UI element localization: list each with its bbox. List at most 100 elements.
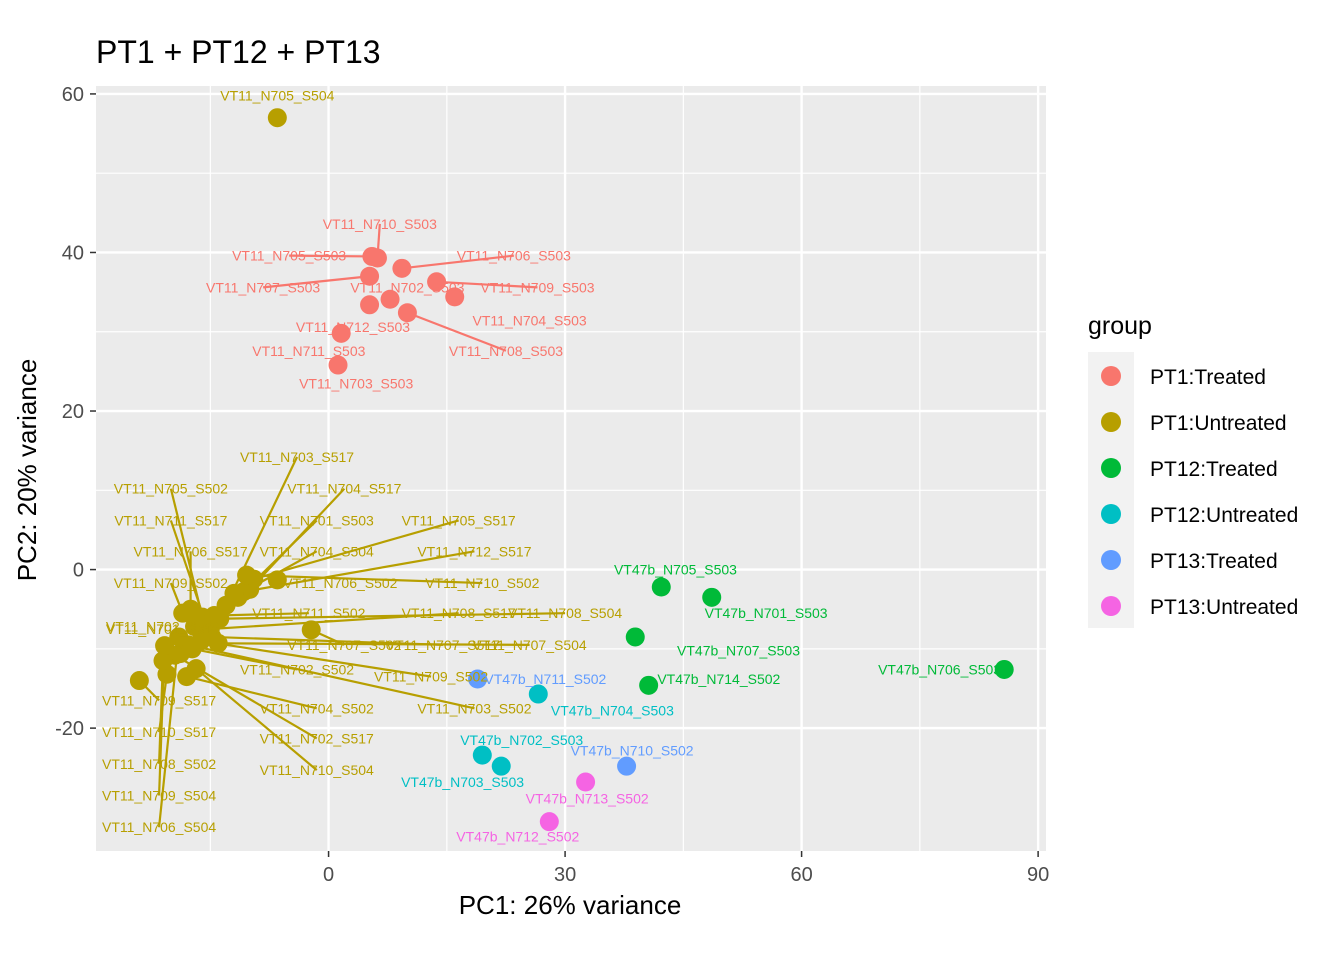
x-axis-title: PC1: 26% variance xyxy=(459,890,682,920)
point-vt11-n705-s503 xyxy=(362,246,382,266)
y-tick-label: 0 xyxy=(73,560,84,582)
point-vt11-n709-s517 xyxy=(129,671,149,691)
point-label-vt11-n709-s504: VT11_N709_S504 xyxy=(102,788,216,804)
point-label-vt11-n703-s502: VT11_N703_S502 xyxy=(417,700,531,716)
point-label-vt11-n711-s502: VT11_N711_S502 xyxy=(252,605,365,621)
point-label-vt11-n706-s503: VT11_N706_S503 xyxy=(457,248,571,264)
point-label-vt11-n705-s517: VT11_N705_S517 xyxy=(402,512,516,528)
point-label-vt11-n711-s503: VT11_N711_S503 xyxy=(252,343,365,359)
point-vt11-n708-s503 xyxy=(397,303,417,323)
legend-key-pt1-treated xyxy=(1101,366,1121,386)
point-label-vt47b-n702-s503: VT47b_N702_S503 xyxy=(460,732,583,748)
point-label-vt11-n702-s517: VT11_N702_S517 xyxy=(260,730,374,746)
leader-line-vt11-n703-s502 xyxy=(188,643,475,710)
legend-label-pt13-treated: PT13:Treated xyxy=(1150,550,1278,573)
point-vt11-n703-s503 xyxy=(328,355,348,375)
point-label-vt11-n708-s504: VT11_N708_S504 xyxy=(508,605,622,621)
point-label-vt11-n701-s503: VT11_N701_S503 xyxy=(260,512,374,528)
point-label-vt11-n705-s503: VT11_N705_S503 xyxy=(232,248,346,264)
point-label-vt11-n703-s503: VT11_N703_S503 xyxy=(299,375,413,391)
legend-key-pt13-untreated xyxy=(1101,596,1121,616)
leader-line-vt11-n708-s504 xyxy=(219,612,566,620)
point-vt47b-n705-s503 xyxy=(651,577,671,597)
point-vt11-n707-s502 xyxy=(301,620,321,640)
x-tick-label: 30 xyxy=(554,864,576,886)
point-vt47b-n713-s502 xyxy=(576,772,596,792)
point-label-vt11-n709-s502: VT11_N709_S502 xyxy=(374,669,488,685)
legend-label-pt13-untreated: PT13:Untreated xyxy=(1150,596,1298,619)
leader-line-vt11-n707-s504 xyxy=(218,642,530,646)
point-label-vt47b-n710-s502: VT47b_N710_S502 xyxy=(571,742,694,758)
point-vt47b-n711-s502 xyxy=(468,669,488,689)
point-label-vt47b-n712-s502: VT47b_N712_S502 xyxy=(456,829,579,845)
y-tick-label: 40 xyxy=(62,242,84,264)
point-label-vt11-n706-s517: VT11_N706_S517 xyxy=(134,543,248,559)
point-label-vt47b-n711-s502: VT47b_N711_S502 xyxy=(484,671,606,687)
point-vt11-n706-s503 xyxy=(392,258,412,278)
leader-line-vt11-n704-s502 xyxy=(186,675,318,710)
leader-line-vt11-n706-s503 xyxy=(401,254,514,270)
plot-panel xyxy=(96,86,1046,851)
point-vt11-n705-s504 xyxy=(267,108,287,128)
point-label-vt11-n702-s503: VT11_N702_S503 xyxy=(350,279,464,295)
point-label-vt11-n706-s504: VT11_N706_S504 xyxy=(102,819,216,835)
point-label-vt11-n709-s503: VT11_N709_S503 xyxy=(480,279,594,295)
leader-line-vt11-n709-s503 xyxy=(436,280,538,289)
point-label-vt11-n710-s517: VT11_N710_S517 xyxy=(102,724,216,740)
legend-label-pt1-treated: PT1:Treated xyxy=(1150,366,1266,389)
legend-label-pt12-untreated: PT12:Untreated xyxy=(1150,504,1298,527)
y-axis-title: PC2: 20% variance xyxy=(12,359,42,582)
point-vt47b-n704-s503 xyxy=(528,684,548,704)
leader-line-vt11-n709-s502 xyxy=(200,639,432,678)
legend: group PT1:Treated PT1:Untreated PT12:Treat… xyxy=(1088,312,1298,628)
point-label-vt11-n707-s504: VT11_N707_S504 xyxy=(473,637,587,653)
point-vt11-n706-s504 xyxy=(169,627,189,647)
leader-line-vt11-n706-s504 xyxy=(157,636,180,828)
point-vt47b-n703-s503 xyxy=(491,756,511,776)
point-label-vt11-n709-s517: VT11_N709_S517 xyxy=(102,692,216,708)
point-label-vt11-n710-s502: VT11_N710_S502 xyxy=(425,575,539,591)
legend-keys: PT1:Treated PT1:Untreated PT12:Treated PT12… xyxy=(1088,352,1298,628)
point-label-vt11-n712-s503: VT11_N712_S503 xyxy=(296,319,410,335)
point-label-vt11-n705-s504: VT11_N705_S504 xyxy=(220,88,334,104)
point-label-vt11-n708-s517: VT11_N708_S517 xyxy=(402,605,516,621)
point-label-vt47b-n714-s502: VT47b_N714_S502 xyxy=(657,671,780,687)
point-vt11-n706-s502 xyxy=(267,570,287,590)
point-label-vt11-n702-s504: VT11_N702_S504 xyxy=(106,619,220,635)
minor-gridlines xyxy=(96,86,1046,851)
x-tick-label: 90 xyxy=(1027,864,1049,886)
chart-title: PT1 + PT12 + PT13 xyxy=(96,34,381,70)
label-leader-lines xyxy=(138,223,566,828)
point-label-vt47b-n706-s503: VT47b_N706_S503 xyxy=(878,661,1001,677)
point-label-vt11-n701-s517: VT11_N701_S517 xyxy=(106,621,220,637)
point-label-vt11-n710-s503: VT11_N710_S503 xyxy=(323,216,437,232)
point-label-vt11-n704-s504: VT11_N704_S504 xyxy=(260,543,374,559)
point-label-vt47b-n713-s502: VT47b_N713_S502 xyxy=(526,791,649,807)
point-label-vt47b-n701-s503: VT47b_N701_S503 xyxy=(705,605,828,621)
leader-line-vt11-n705-s517 xyxy=(253,519,459,581)
point-vt11-n709-s503 xyxy=(427,272,447,292)
point-vt47b-n706-s503 xyxy=(994,659,1014,679)
point-vt11-n704-s503 xyxy=(445,287,465,307)
leader-line-vt11-n711-s517 xyxy=(169,520,208,626)
point-label-vt11-n704-s502: VT11_N704_S502 xyxy=(260,700,374,716)
point-vt11-n708-s502 xyxy=(153,651,173,671)
point-vt47b-n712-s502 xyxy=(539,812,559,832)
point-vt11-n708-s504 xyxy=(210,609,230,629)
leader-line-vt11-n711-s502 xyxy=(214,612,309,617)
point-vt11-n712-s503 xyxy=(360,295,380,315)
major-gridlines xyxy=(96,86,1046,851)
point-label-vt47b-n707-s503: VT47b_N707_S503 xyxy=(677,642,800,658)
point-label-vt11-n704-s517: VT11_N704_S517 xyxy=(287,481,401,497)
point-label-vt47b-n705-s503: VT47b_N705_S503 xyxy=(614,562,737,578)
point-vt11-n710-s502 xyxy=(237,565,257,585)
legend-key-pt13-treated xyxy=(1101,550,1121,570)
point-vt47b-n707-s503 xyxy=(625,627,645,647)
point-label-vt11-n709-s502: VT11_N709_S502 xyxy=(114,575,228,591)
data-points xyxy=(129,108,1014,832)
point-label-vt47b-n704-s503: VT47b_N704_S503 xyxy=(551,703,674,719)
x-tick-label: 60 xyxy=(790,864,812,886)
axes: 0 30 60 90 -20 0 20 40 60 xyxy=(55,84,1049,886)
